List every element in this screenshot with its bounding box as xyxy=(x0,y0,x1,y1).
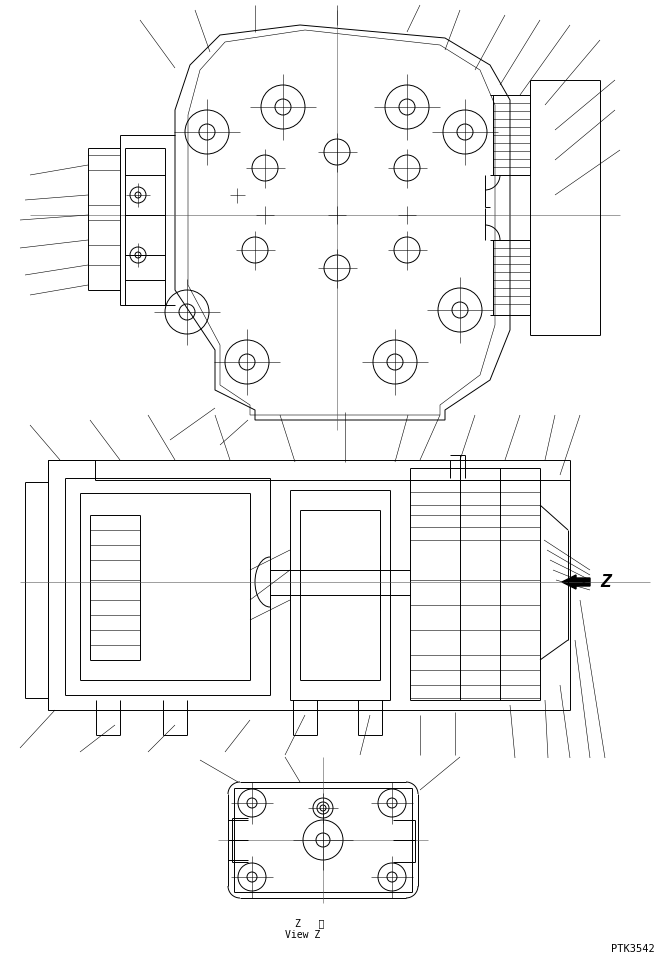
FancyArrow shape xyxy=(562,575,590,589)
Text: Z: Z xyxy=(600,573,611,591)
Text: View Z: View Z xyxy=(285,930,320,940)
Text: Z   視: Z 視 xyxy=(295,918,325,928)
Text: PTK3542: PTK3542 xyxy=(611,944,655,954)
